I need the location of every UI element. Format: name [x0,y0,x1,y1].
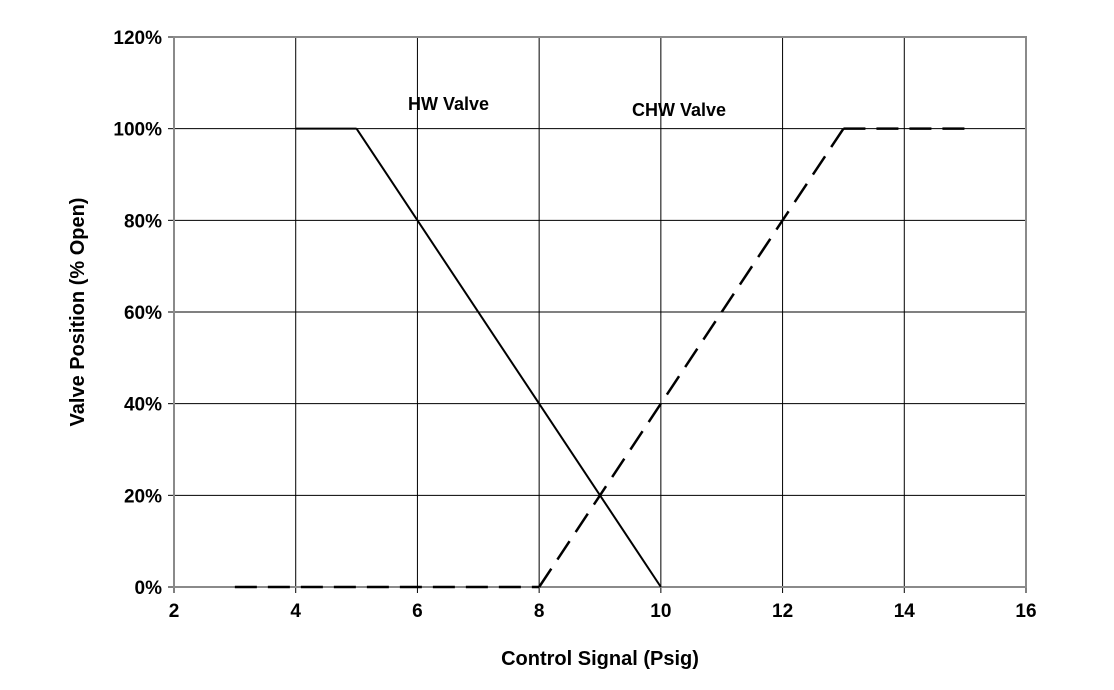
x-tick-label: 12 [772,601,793,622]
series-label-hw-valve: HW Valve [408,94,489,114]
tick-labels: 2 4 6 8 10 12 14 16 0% 20% 40% 60% 80% 100% 120% [113,28,1036,622]
y-axis-title: Valve Position (% Open) [67,198,89,427]
series-line-hw-valve [355,128,662,588]
series-line-chw-valve [538,127,845,588]
x-tick-label: 10 [650,601,671,622]
x-axis-title: Control Signal (Psig) [501,648,699,670]
x-tick-label: 2 [169,601,180,622]
plot-area-frame [173,36,1027,588]
y-tick-label: 60% [124,303,162,324]
x-tick-label: 4 [290,601,301,622]
y-tick-label: 40% [124,395,162,416]
y-tick-label: 100% [113,120,162,141]
y-tick-label: 80% [124,211,162,232]
series-lines [234,127,966,589]
grid-lines [168,36,1027,593]
x-tick-label: 6 [412,601,423,622]
x-tick-label: 16 [1015,601,1036,622]
y-tick-label: 20% [124,486,162,507]
x-tick-label: 8 [534,601,545,622]
x-tick-label: 14 [894,601,916,622]
y-tick-label: 0% [135,578,163,599]
y-tick-label: 120% [113,28,162,49]
series-label-chw-valve: CHW Valve [632,100,726,120]
